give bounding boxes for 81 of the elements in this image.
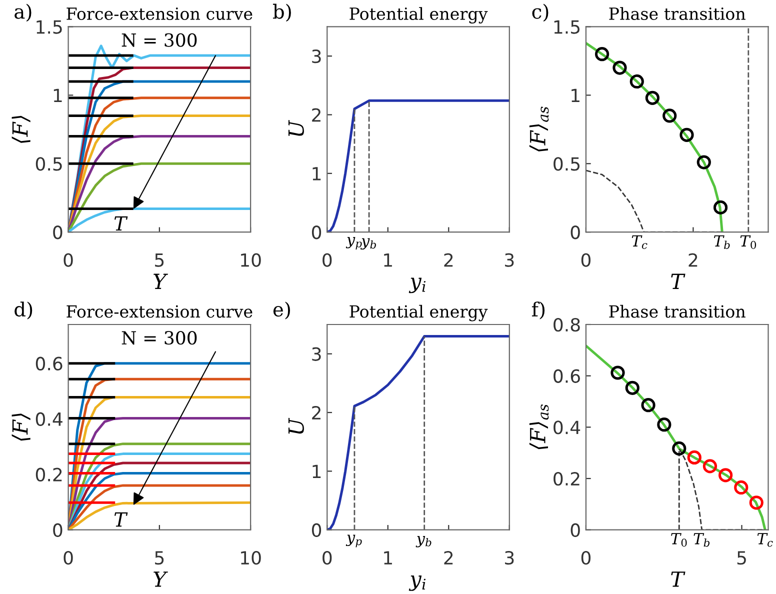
y-tick-label: 0.2: [36, 468, 62, 482]
y-tick-label: 0: [312, 226, 322, 240]
y-tick-label: 0: [53, 523, 62, 537]
x-tick-label: 5: [737, 551, 746, 565]
annotation: T$_{b}$: [714, 235, 730, 249]
x-tick-label: 3: [505, 551, 514, 565]
x-tick-label: 0: [64, 551, 73, 565]
y-tick-label: 0.6: [36, 356, 62, 370]
x-axis-title: Y: [154, 274, 168, 289]
text: b): [273, 4, 291, 22]
y-tick-label: 0: [570, 226, 580, 240]
y-axis-title: U: [288, 418, 304, 434]
annotation: T$_{c}$: [632, 235, 648, 249]
x-axis-title: Y: [154, 572, 168, 587]
annotation: T$_{c}$: [757, 533, 773, 547]
y-tick-label: 1: [312, 167, 321, 180]
y-axis-title: ⟨F⟩: [12, 116, 30, 143]
x-tick-label: 0: [322, 551, 332, 565]
annotation: y$_{p}$: [346, 534, 362, 548]
annotation: T: [114, 512, 128, 527]
x-tick-label: 10: [241, 253, 261, 267]
x-tick-label: 0: [64, 253, 73, 267]
x-tick-label: 1: [384, 551, 392, 564]
x-tick-label: 5: [155, 253, 164, 267]
y-axis-title: ⟨F⟩: [12, 414, 30, 441]
x-tick-label: 0: [581, 551, 591, 565]
annotation: y$_{b}$: [360, 238, 376, 250]
chart-title: Potential energy: [350, 7, 488, 24]
y-axis-title: ⟨F⟩$_{as}$: [529, 106, 549, 152]
y-tick-label: 2: [312, 108, 320, 122]
y-tick-label: 1: [312, 464, 321, 478]
chart-title: Potential energy: [350, 304, 488, 322]
chart-title: Force-extension curve: [66, 8, 252, 20]
annotation: y$_{b}$: [416, 536, 432, 548]
y-tick-label: 3: [312, 347, 321, 361]
x-tick-label: 2: [444, 253, 453, 267]
annotation: N = 300: [122, 330, 197, 345]
text: c): [532, 4, 548, 22]
x-axis-title: T: [671, 572, 686, 587]
y-tick-label: 0.2: [554, 472, 580, 486]
text: a): [14, 4, 32, 22]
annotation: T: [114, 216, 128, 230]
annotation: N = 300: [122, 33, 197, 47]
x-tick-label: 1: [384, 253, 392, 267]
y-tick-label: 1: [54, 88, 62, 102]
annotation: T$_{b}$: [694, 533, 710, 547]
y-tick-label: 2: [312, 406, 320, 420]
chart-title: Phase transition: [609, 304, 746, 318]
x-tick-label: 3: [505, 253, 514, 267]
y-tick-label: 0.5: [554, 157, 580, 171]
y-tick-label: 1.5: [36, 20, 62, 34]
annotation: y$_{p}$: [346, 236, 362, 250]
y-tick-label: 0.8: [554, 318, 580, 332]
x-tick-label: 2: [688, 253, 698, 267]
x-tick-label: 0: [322, 253, 332, 267]
x-axis-title: T: [671, 274, 686, 289]
annotation: T$_{0}$: [740, 235, 756, 249]
y-tick-label: 0: [53, 226, 62, 240]
y-tick-label: 3: [312, 50, 321, 64]
x-tick-label: 0: [581, 253, 591, 267]
x-axis-title: y$_{i}$: [408, 575, 426, 591]
y-axis-title: U: [288, 120, 304, 136]
x-tick-label: 2: [444, 551, 453, 564]
annotation: T$_{0}$: [671, 533, 687, 547]
y-tick-label: 0.6: [554, 369, 580, 383]
y-tick-label: 0.4: [554, 420, 580, 434]
y-axis-title: ⟨F⟩$_{as}$: [529, 404, 549, 450]
chart-title: Force-extension curve: [66, 305, 252, 318]
x-axis-title: y$_{i}$: [408, 278, 426, 294]
y-tick-label: 1: [572, 88, 580, 102]
x-tick-label: 10: [241, 551, 261, 565]
text: f): [532, 302, 545, 320]
y-tick-label: 0: [312, 523, 322, 537]
y-tick-label: 0: [570, 523, 580, 537]
y-tick-label: 1.5: [554, 20, 580, 34]
chart-title: Phase transition: [609, 7, 746, 20]
text: d): [14, 302, 32, 320]
x-tick-label: 5: [155, 551, 164, 565]
y-tick-label: 0.4: [36, 412, 62, 426]
text: e): [273, 302, 290, 320]
y-tick-label: 0.5: [36, 157, 62, 171]
